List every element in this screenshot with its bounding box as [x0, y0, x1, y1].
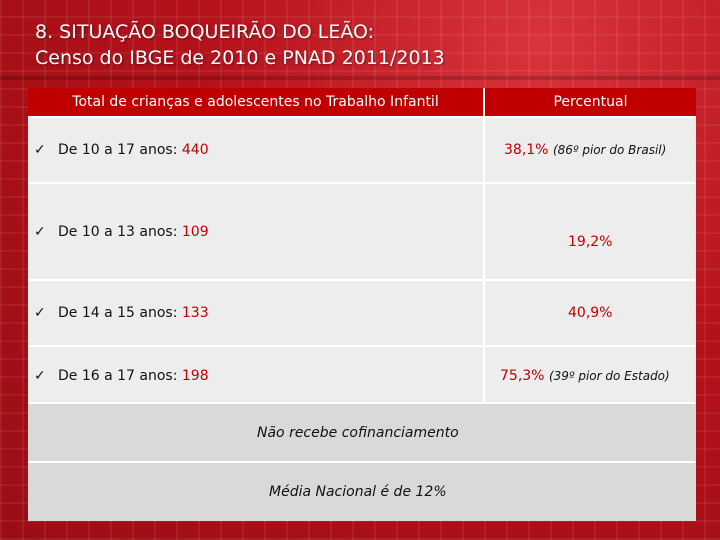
row-label: De 14 a 15 anos:	[58, 305, 182, 321]
checkmark-icon: ✓	[34, 224, 46, 240]
row-divider	[28, 182, 696, 184]
row-value: 198	[181, 368, 209, 384]
row-label: De 10 a 13 anos:	[58, 224, 182, 240]
row-value: 440	[181, 142, 209, 158]
row-divider	[28, 461, 696, 463]
column-divider	[483, 88, 485, 402]
percent-cell: 75,3% (39º pior do Estado)	[500, 368, 670, 384]
title-line-1: 8. SITUAÇÃO BOQUEIRÃO DO LEÃO:	[35, 21, 375, 43]
row-value: 133	[181, 305, 209, 321]
percent-cell: 38,1% (86º pior do Brasil)	[504, 142, 666, 158]
row-divider	[28, 279, 696, 281]
row-divider	[28, 116, 696, 118]
row-label: De 16 a 17 anos:	[58, 368, 182, 384]
header-right-label: Percentual	[553, 94, 628, 110]
list-item: ✓ De 10 a 13 anos: 109	[34, 224, 209, 240]
percent-value: 38,1%	[504, 142, 549, 158]
row-label: De 10 a 17 anos:	[58, 142, 182, 158]
row-value: 109	[181, 224, 209, 240]
row-divider	[28, 402, 696, 404]
checkmark-icon: ✓	[34, 305, 46, 321]
checkmark-icon: ✓	[34, 368, 46, 384]
percent-cell: 40,9%	[568, 305, 612, 321]
slide-title: 8. SITUAÇÃO BOQUEIRÃO DO LEÃO: Censo do …	[35, 19, 445, 71]
percent-note: (39º pior do Estado)	[548, 369, 670, 383]
child-labour-table: Total de crianças e adolescentes no Trab…	[28, 88, 696, 521]
funding-note: Não recebe cofinanciamento	[257, 425, 459, 441]
percent-value: 19,2%	[568, 234, 613, 250]
list-item: ✓ De 16 a 17 anos: 198	[34, 368, 209, 384]
rows-background	[28, 118, 696, 402]
percent-value: 75,3%	[500, 368, 545, 384]
percent-cell: 19,2%	[568, 234, 612, 250]
percent-note: (86º pior do Brasil)	[552, 143, 667, 157]
national-average-note: Média Nacional é de 12%	[269, 484, 447, 500]
list-item: ✓ De 10 a 17 anos: 440	[34, 142, 209, 158]
percent-value: 40,9%	[568, 305, 613, 321]
checkmark-icon: ✓	[34, 142, 46, 158]
header-left-cell: Total de crianças e adolescentes no Trab…	[28, 88, 483, 116]
list-item: ✓ De 14 a 15 anos: 133	[34, 305, 209, 321]
header-right-cell: Percentual	[485, 88, 696, 116]
row-divider	[28, 345, 696, 347]
title-line-2: Censo do IBGE de 2010 e PNAD 2011/2013	[35, 47, 445, 69]
header-left-label: Total de crianças e adolescentes no Trab…	[72, 94, 439, 110]
